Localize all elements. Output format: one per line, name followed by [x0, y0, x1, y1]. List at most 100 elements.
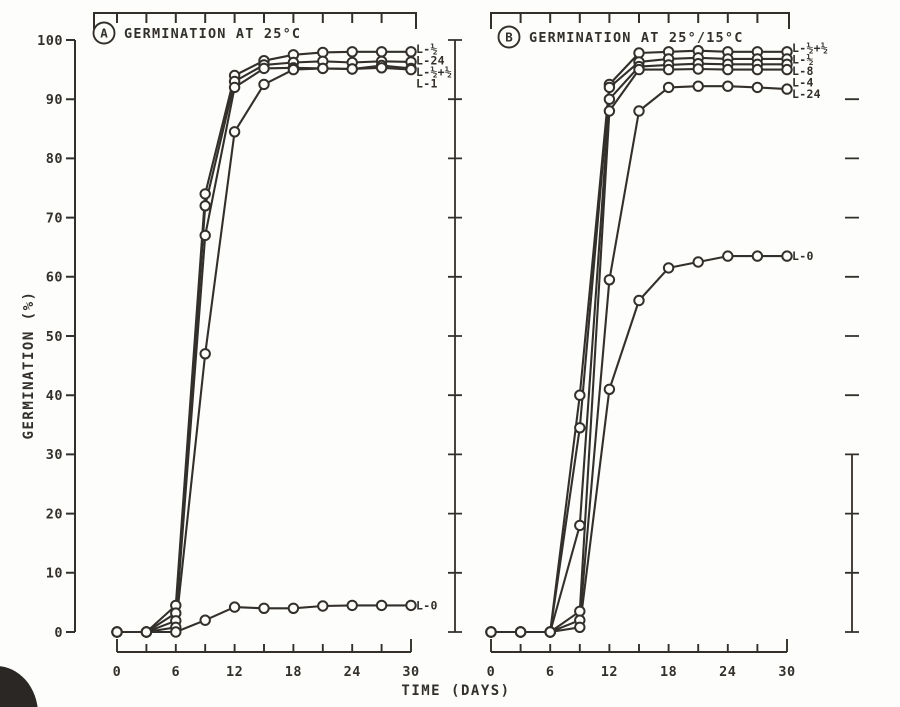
scan-corner-smudge: [0, 666, 38, 707]
data-point-marker: [405, 46, 417, 58]
series-line-5: [491, 255, 787, 634]
y-tick-label: 90: [46, 92, 63, 108]
y-axis-caption: GERMINATION (%): [21, 291, 37, 440]
panel-badge-circle: [497, 25, 521, 49]
x-tick-label: 18: [660, 664, 677, 680]
x-tick-label: 6: [171, 664, 180, 680]
data-point-marker: [633, 105, 645, 117]
series-end-label: L-0: [416, 598, 438, 612]
y-tick-label: 80: [46, 151, 63, 167]
data-point-marker: [722, 250, 734, 262]
data-point-marker: [228, 601, 241, 613]
data-point-marker: [603, 93, 616, 105]
panel-b: 0 6 12 18 24 30 L-½+½L-½L-8L-4L-24 L-0 B GERMINAT…: [485, 12, 859, 680]
y-axis-right: [448, 39, 462, 633]
data-point-marker: [603, 81, 616, 94]
data-point-marker: [258, 78, 270, 91]
data-point-marker: [662, 63, 675, 76]
y-axis-left: [66, 39, 76, 633]
data-point-marker: [574, 621, 586, 633]
data-point-marker: [199, 348, 211, 360]
data-point-marker: [692, 80, 704, 92]
panel-title: GERMINATION AT 25°C: [124, 26, 301, 42]
y-tick-label: 40: [46, 388, 63, 404]
x-tick-label: 18: [285, 664, 302, 680]
panel-badge-letter: A: [100, 26, 108, 41]
data-point-marker: [662, 81, 675, 94]
x-tick-label: 24: [344, 664, 361, 680]
data-point-marker: [346, 599, 358, 612]
y-tick-label: 0: [54, 625, 63, 641]
data-point-marker: [346, 46, 358, 58]
x-tick-label: 30: [402, 664, 419, 680]
data-point-marker: [662, 262, 675, 274]
series-end-label: L-4: [792, 76, 814, 90]
data-point-marker: [228, 81, 241, 94]
series-end-label: L-½+½: [792, 41, 828, 55]
data-point-marker: [199, 229, 211, 242]
series-line-3: [117, 66, 412, 634]
data-point-marker: [287, 63, 300, 76]
series-line-1: [117, 60, 412, 634]
data-point-marker: [574, 422, 586, 434]
data-point-marker: [544, 626, 556, 638]
data-point-marker: [603, 274, 616, 286]
data-point-marker: [375, 62, 388, 74]
data-point-marker: [405, 599, 417, 612]
y-tick-label: 50: [46, 329, 63, 345]
data-point-marker: [317, 62, 329, 75]
y-tick-label: 100: [37, 33, 63, 49]
data-point-marker: [781, 63, 793, 76]
y-tick-label: 70: [46, 210, 63, 226]
series-line-2: [117, 64, 412, 634]
x-tick-label: 6: [546, 664, 555, 680]
x-tick-label: 0: [113, 664, 122, 680]
data-point-marker: [199, 614, 211, 626]
data-point-marker: [574, 389, 586, 401]
y-tick-label: 10: [46, 566, 63, 582]
series-line-0: [117, 50, 411, 634]
data-point-marker: [751, 250, 764, 262]
data-point-marker: [692, 63, 704, 75]
data-point-marker: [317, 600, 329, 612]
data-point-marker: [405, 63, 417, 76]
series-line-0: [491, 49, 787, 634]
series-line-2: [491, 62, 787, 634]
x-tick-label: 30: [778, 664, 795, 680]
data-point-marker: [633, 63, 645, 76]
data-point-marker: [375, 599, 388, 612]
top-bracket-axis: [490, 12, 790, 29]
data-point-marker: [375, 46, 388, 58]
data-point-marker: [603, 105, 616, 117]
x-axis-caption: TIME (DAYS): [401, 683, 510, 699]
panel-badge-letter: B: [505, 30, 513, 45]
x-tick-label: 24: [719, 664, 736, 680]
x-axis-ruler: [490, 639, 788, 653]
data-point-marker: [514, 626, 527, 638]
top-bracket-axis: [93, 12, 417, 29]
data-point-marker: [170, 626, 182, 638]
data-point-marker: [574, 519, 586, 532]
y-tick-label: 20: [46, 506, 63, 522]
data-point-marker: [722, 80, 734, 92]
series-end-label: L-8: [792, 64, 814, 78]
series-line-1: [491, 56, 787, 634]
data-point-marker: [228, 126, 241, 138]
series-line-3: [491, 67, 787, 634]
data-point-marker: [781, 250, 793, 262]
series-end-label: L-½: [792, 53, 814, 67]
panel-a: 0 6 12 18 24 301009080706050403020100L-½L-24L…: [37, 12, 462, 680]
x-axis-ruler: [116, 639, 412, 653]
data-point-marker: [287, 602, 300, 614]
panel-badge-circle: [92, 21, 116, 45]
series-end-label: L-1: [416, 77, 438, 91]
data-point-marker: [781, 83, 793, 95]
series-end-label: L-24: [416, 54, 445, 68]
y-tick-label: 60: [46, 270, 63, 286]
data-point-marker: [485, 626, 497, 638]
series-end-label: L-24: [792, 87, 821, 101]
data-point-marker: [633, 294, 645, 307]
y-axis-right: [845, 98, 859, 633]
